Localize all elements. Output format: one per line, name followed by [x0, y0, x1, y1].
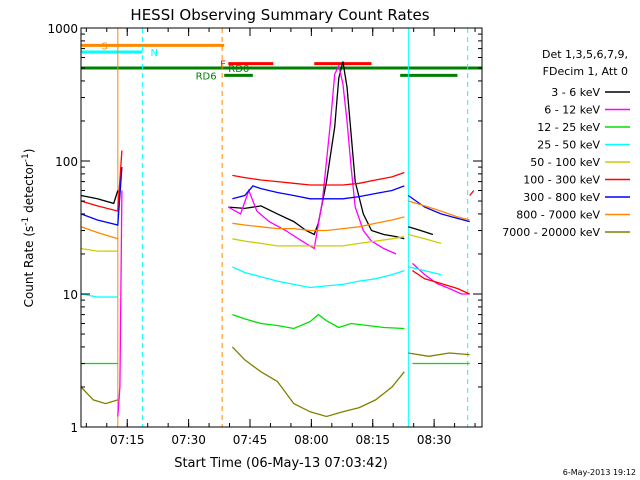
legend-label-7: 800 - 7000 keV: [516, 209, 600, 222]
series-line-5-2: [412, 270, 470, 295]
x-axis-ticks: 07:15 07:30 07:45 08:00 08:15 08:30: [85, 28, 476, 447]
series-line-1-0: [117, 190, 123, 417]
y-axis-label: Count Rate (s-1 detector-1): [21, 149, 36, 308]
legend-label-5: 100 - 300 keV: [523, 174, 600, 187]
legend-items: 3 - 6 keV 6 - 12 keV 12 - 25 keV 25 - 50 ke…: [502, 86, 630, 239]
y-tick-label: 100: [55, 155, 78, 169]
series-line-3-2: [408, 266, 442, 276]
legend-header-line-1: Det 1,3,5,6,7,9,: [542, 48, 628, 61]
series-line-6-1: [232, 185, 405, 200]
series-line-8-0: [80, 386, 118, 405]
instrument-state-markers: S N F RD0 RD6: [81, 41, 482, 82]
x-tick-label: 08:00: [294, 433, 329, 447]
y-tick-label: 1000: [47, 22, 78, 36]
y-axis-label-part3: ): [22, 149, 36, 154]
series-line-6-2: [407, 194, 470, 223]
legend: Det 1,3,5,6,7,9, FDecim 1, Att 0 3 - 6 k…: [502, 48, 630, 239]
series-line-4-0: [80, 247, 118, 252]
marker-label-1: N: [151, 48, 158, 59]
y-axis-label-part1: Count Rate (s: [22, 226, 36, 308]
y-tick-label: 10: [63, 288, 78, 302]
series-line-7-2: [408, 200, 470, 221]
series-line-8-1: [231, 346, 405, 418]
x-tick-label: 08:30: [417, 433, 452, 447]
timestamp: 6-May-2013 19:12: [563, 468, 636, 477]
series-line-5-1: [232, 171, 405, 186]
legend-label-3: 25 - 50 keV: [537, 139, 600, 152]
series-line-0-2: [408, 226, 434, 236]
legend-label-2: 12 - 25 keV: [537, 121, 600, 134]
series-line-0-0: [80, 190, 119, 205]
x-tick-label: 07:15: [110, 433, 145, 447]
y-axis-label-sup2: -1: [21, 153, 31, 162]
legend-label-6: 300 - 800 keV: [523, 191, 600, 204]
x-tick-label: 07:45: [233, 433, 268, 447]
plot-frame: [80, 27, 483, 428]
series-line-0-1: [228, 61, 405, 240]
series-line-8-2: [408, 352, 470, 357]
series-line-4-1: [232, 235, 405, 247]
legend-label-4: 50 - 100 keV: [530, 156, 600, 169]
marker-label-4: RD0: [228, 64, 249, 75]
y-axis-ticks: 1 10 100 1000: [47, 22, 482, 435]
marker-label-2: F: [220, 60, 226, 71]
series-lines: [80, 61, 475, 418]
legend-label-0: 3 - 6 keV: [551, 86, 600, 99]
series-line-7-0: [80, 226, 118, 240]
series-line-4-2: [408, 233, 442, 245]
chart-title: HESSI Observing Summary Count Rates: [130, 6, 429, 24]
y-tick-label: 1: [70, 421, 78, 435]
legend-header-line-2: FDecim 1, Att 0: [543, 65, 628, 78]
legend-label-8: 7000 - 20000 keV: [502, 226, 600, 239]
marker-label-5: RD6: [196, 71, 217, 82]
legend-label-1: 6 - 12 keV: [544, 104, 600, 117]
series-line-7-1: [232, 216, 405, 232]
x-tick-label: 08:15: [355, 433, 390, 447]
x-tick-label: 07:30: [171, 433, 206, 447]
series-line-5-3: [469, 190, 475, 196]
series-line-2-1: [232, 313, 405, 330]
y-axis-label-sup1: -1: [21, 217, 31, 226]
series-line-1-2: [411, 262, 470, 295]
series-line-5-0: [80, 150, 123, 212]
series-line-3-1: [232, 266, 405, 289]
x-axis-label: Start Time (06-May-13 07:03:42): [174, 456, 388, 471]
state-transition-lines: [117, 28, 469, 427]
series-line-3-0: [80, 293, 118, 298]
series-line-6-0: [80, 167, 123, 226]
marker-label-0: S: [101, 41, 107, 52]
y-axis-label-part2: detector: [22, 162, 36, 217]
